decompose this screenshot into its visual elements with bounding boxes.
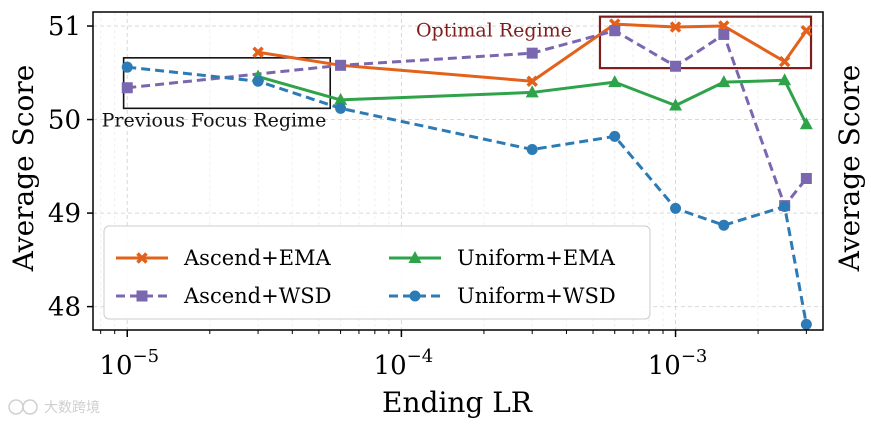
square-marker — [609, 25, 621, 37]
legend-entry: Uniform+WSD — [389, 284, 616, 308]
x-marker — [526, 75, 538, 87]
triangle-marker — [778, 73, 792, 86]
y-tick-label: 48 — [48, 293, 81, 323]
axis-ticks: 48 49 50 51 10−5 10−4 10−3 — [48, 12, 807, 381]
regime-box — [122, 57, 332, 110]
y-tick-label: 50 — [48, 106, 81, 136]
triangle-marker — [669, 98, 683, 111]
optimal-regime-label: Optimal Regime — [416, 20, 572, 42]
y-tick-label: 51 — [48, 12, 81, 42]
circle-marker — [335, 102, 347, 114]
circle-marker — [526, 143, 538, 155]
circle-marker — [800, 318, 812, 330]
triangle-marker — [525, 85, 539, 98]
legend-entry: Ascend+WSD — [116, 284, 332, 308]
y-tick-label: 49 — [48, 199, 81, 229]
series-line-ascend-ema — [257, 22, 808, 83]
square-marker — [670, 60, 682, 72]
series-uniform-ema — [251, 69, 813, 130]
x-tick-label: 10−5 — [99, 346, 159, 381]
circle-marker — [409, 290, 421, 302]
legend: Ascend+EMA Ascend+WSD Uniform+EMA Uniform+W… — [103, 225, 651, 320]
square-marker — [335, 59, 347, 71]
triangle-marker — [608, 75, 622, 88]
triangle-marker — [717, 75, 731, 88]
previous-focus-regime-label: Previous Focus Regime — [102, 109, 327, 131]
x-marker — [800, 24, 813, 37]
plot-area-frame — [92, 11, 824, 331]
series-line-uniform-ema — [257, 75, 808, 125]
series-line-ascend-wsd — [127, 29, 808, 208]
x-marker — [669, 21, 682, 33]
legend-entry: Uniform+EMA — [389, 246, 616, 270]
legend-label: Ascend+EMA — [183, 246, 332, 270]
triangle-marker — [334, 92, 348, 105]
triangle-marker — [799, 117, 813, 130]
regime-labels: Optimal Regime Previous Focus Regime — [102, 20, 572, 132]
watermark-text: 大数跨境 — [44, 400, 100, 416]
square-marker — [121, 82, 133, 94]
square-marker — [800, 172, 812, 184]
circle-marker — [670, 202, 682, 214]
watermark: 大数跨境 — [8, 399, 100, 416]
circle-marker — [779, 201, 791, 213]
y-axis-title: Average Score — [7, 65, 40, 273]
square-marker — [718, 28, 730, 40]
triangle-marker — [408, 251, 422, 263]
x-axis-title: Ending LR — [382, 386, 533, 419]
circle-marker — [121, 61, 133, 73]
legend-label: Uniform+EMA — [457, 246, 616, 270]
regime-box — [598, 15, 813, 70]
series-lines — [121, 18, 813, 330]
square-marker — [526, 47, 538, 59]
square-marker — [136, 290, 148, 302]
legend-label: Ascend+WSD — [183, 284, 332, 308]
legend-frame — [103, 225, 651, 320]
circle-marker — [718, 219, 730, 231]
series-uniform-wsd — [121, 61, 812, 330]
x-tick-label: 10−3 — [648, 346, 708, 381]
legend-label: Uniform+WSD — [457, 284, 616, 308]
x-marker — [252, 46, 264, 58]
x-marker — [778, 55, 791, 68]
circle-marker — [252, 75, 264, 87]
x-tick-label: 10−4 — [374, 346, 434, 381]
legend-entry: Ascend+EMA — [116, 246, 332, 270]
circle-marker — [609, 130, 621, 142]
x-marker — [136, 252, 148, 264]
y-axis-title-right: Average Score — [833, 65, 866, 273]
